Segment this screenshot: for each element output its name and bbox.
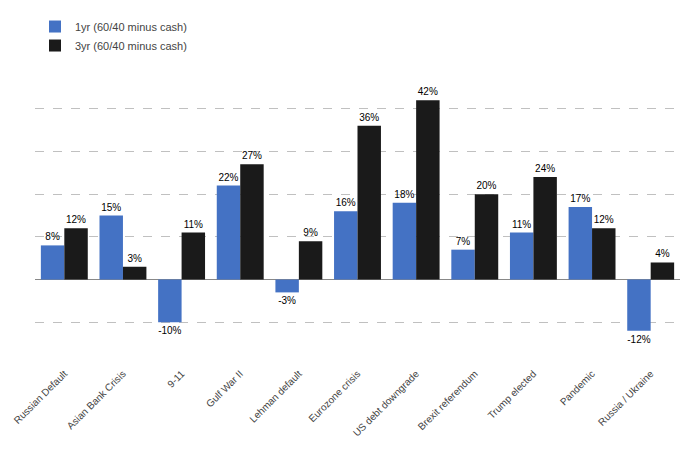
svg-text:16%: 16%: [336, 197, 356, 208]
svg-text:Lehman default: Lehman default: [247, 368, 304, 425]
svg-text:1yr (60/40 minus cash): 1yr (60/40 minus cash): [75, 21, 187, 33]
svg-text:12%: 12%: [594, 214, 614, 225]
svg-text:22%: 22%: [218, 172, 238, 183]
svg-text:7%: 7%: [456, 236, 471, 247]
svg-text:36%: 36%: [359, 112, 379, 123]
svg-text:US debt downgrade: US debt downgrade: [351, 368, 422, 439]
svg-text:Brexit referendum: Brexit referendum: [416, 368, 480, 432]
svg-text:3%: 3%: [127, 253, 142, 264]
svg-text:18%: 18%: [394, 189, 414, 200]
svg-text:12%: 12%: [66, 214, 86, 225]
svg-text:-12%: -12%: [627, 334, 650, 345]
svg-text:24%: 24%: [535, 163, 555, 174]
svg-text:Russia / Ukraine: Russia / Ukraine: [596, 368, 656, 428]
svg-text:Asian Bank Crisis: Asian Bank Crisis: [65, 368, 128, 431]
svg-text:42%: 42%: [418, 86, 438, 97]
svg-text:17%: 17%: [570, 193, 590, 204]
svg-text:8%: 8%: [45, 231, 60, 242]
svg-text:9%: 9%: [303, 227, 318, 238]
svg-text:Eurozone crisis: Eurozone crisis: [306, 368, 362, 424]
svg-text:Russian Default: Russian Default: [12, 368, 70, 426]
svg-text:Trump elected: Trump elected: [486, 368, 539, 421]
svg-text:-10%: -10%: [158, 325, 181, 336]
svg-text:-3%: -3%: [278, 295, 296, 306]
svg-text:11%: 11%: [512, 219, 531, 230]
svg-text:15%: 15%: [101, 202, 121, 213]
svg-text:Pandemic: Pandemic: [558, 368, 597, 407]
svg-text:4%: 4%: [655, 248, 670, 259]
svg-text:20%: 20%: [476, 180, 496, 191]
svg-text:27%: 27%: [242, 150, 262, 161]
svg-text:11%: 11%: [184, 219, 203, 230]
svg-text:Gulf War II: Gulf War II: [204, 368, 245, 409]
svg-text:3yr (60/40 minus cash): 3yr (60/40 minus cash): [75, 40, 187, 52]
svg-text:9-11: 9-11: [165, 368, 187, 390]
